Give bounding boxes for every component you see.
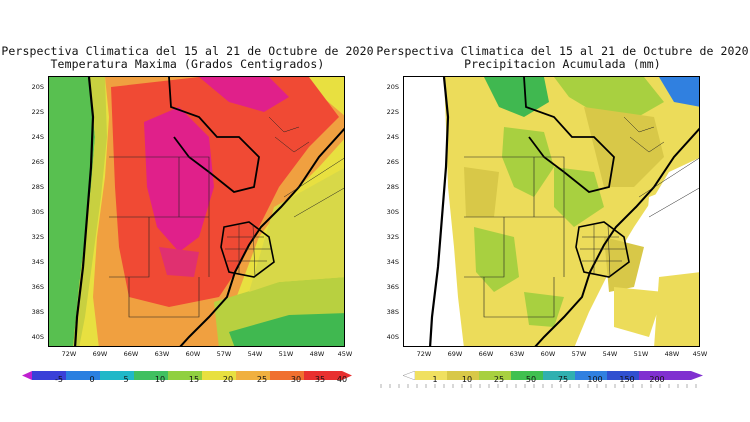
precipitation-map bbox=[403, 76, 700, 347]
lat-label: 34S bbox=[31, 258, 44, 266]
lat-label: 28S bbox=[386, 183, 399, 191]
temperature-panel: Perspectiva Climatica del 15 al 21 de Oc… bbox=[1, 44, 374, 384]
colorbar-segment bbox=[66, 371, 100, 380]
colorbar-segment bbox=[202, 371, 236, 380]
lat-label: 40S bbox=[386, 333, 399, 341]
colorbar-arrow-right bbox=[639, 371, 703, 380]
lon-label: 54W bbox=[602, 350, 618, 358]
colorbar-tick: 25 bbox=[493, 375, 505, 384]
colorbar-segment bbox=[479, 371, 511, 380]
colorbar-tick: 1 bbox=[432, 375, 438, 384]
lat-label: 20S bbox=[31, 83, 44, 91]
lat-label: 24S bbox=[31, 133, 44, 141]
precipitation-title-line1: Perspectiva Climatica del 15 al 21 de Oc… bbox=[376, 44, 749, 58]
lon-label: 63W bbox=[154, 350, 170, 358]
colorbar-tick: 5 bbox=[123, 375, 129, 384]
lat-label: 30S bbox=[31, 208, 44, 216]
lon-label: 72W bbox=[416, 350, 432, 358]
lat-label: 22S bbox=[31, 108, 44, 116]
colorbar-tick: -5 bbox=[55, 375, 63, 384]
lon-label: 48W bbox=[309, 350, 325, 358]
colorbar-tick: 15 bbox=[188, 375, 200, 384]
colorbar-segment bbox=[168, 371, 202, 380]
colorbar-tick: 35 bbox=[314, 375, 326, 384]
lat-label: 40S bbox=[31, 333, 44, 341]
temperature-colorbar bbox=[22, 371, 352, 380]
lat-label: 32S bbox=[31, 233, 44, 241]
precipitation-title-line2: Precipitacion Acumulada (mm) bbox=[464, 57, 661, 71]
lon-label: 51W bbox=[633, 350, 649, 358]
lon-label: 45W bbox=[692, 350, 708, 358]
temperature-map bbox=[48, 76, 345, 347]
lat-label: 26S bbox=[31, 158, 44, 166]
lat-label: 38S bbox=[386, 308, 399, 316]
lon-label: 66W bbox=[123, 350, 139, 358]
colorbar-tick: 75 bbox=[557, 375, 569, 384]
temperature-title-line1: Perspectiva Climatica del 15 al 21 de Oc… bbox=[1, 44, 374, 58]
lon-label: 54W bbox=[247, 350, 263, 358]
lat-label: 36S bbox=[31, 283, 44, 291]
colorbar-segment bbox=[511, 371, 543, 380]
lon-label: 72W bbox=[61, 350, 77, 358]
colorbar-tick: 20 bbox=[222, 375, 234, 384]
colorbar-segment bbox=[415, 371, 447, 380]
colorbar-tick: 0 bbox=[89, 375, 95, 384]
colorbar-segment bbox=[447, 371, 479, 380]
lon-label: 45W bbox=[337, 350, 353, 358]
colorbar-tick: 10 bbox=[461, 375, 473, 384]
lon-label: 57W bbox=[216, 350, 232, 358]
lon-label: 60W bbox=[540, 350, 556, 358]
lon-label: 51W bbox=[278, 350, 294, 358]
temperature-title-line2: Temperatura Maxima (Grados Centigrados) bbox=[50, 57, 325, 71]
colorbar-tick: 100 bbox=[587, 375, 603, 384]
colorbar-segment bbox=[236, 371, 270, 380]
lat-label: 24S bbox=[386, 133, 399, 141]
lon-label: 63W bbox=[509, 350, 525, 358]
lat-label: 32S bbox=[386, 233, 399, 241]
colorbar-tick: 40 bbox=[336, 375, 348, 384]
colorbar-segment bbox=[100, 371, 134, 380]
lat-label: 30S bbox=[386, 208, 399, 216]
colorbar-segment bbox=[575, 371, 607, 380]
colorbar-tick: 30 bbox=[290, 375, 302, 384]
colorbar-segment bbox=[134, 371, 168, 380]
lat-label: 26S bbox=[386, 158, 399, 166]
lon-label: 69W bbox=[447, 350, 463, 358]
faint-artifact-row bbox=[380, 384, 700, 388]
lon-label: 57W bbox=[571, 350, 587, 358]
colorbar-arrow-right bbox=[304, 371, 352, 380]
lat-label: 34S bbox=[386, 258, 399, 266]
lon-label: 48W bbox=[664, 350, 680, 358]
temperature-map-graphic bbox=[49, 77, 344, 346]
lon-label: 66W bbox=[478, 350, 494, 358]
colorbar-segment bbox=[607, 371, 639, 380]
lat-label: 36S bbox=[386, 283, 399, 291]
colorbar-segment bbox=[543, 371, 575, 380]
lat-label: 28S bbox=[31, 183, 44, 191]
precipitation-colorbar bbox=[403, 371, 703, 380]
colorbar-tick: 25 bbox=[256, 375, 268, 384]
colorbar-tick: 50 bbox=[525, 375, 537, 384]
lon-label: 60W bbox=[185, 350, 201, 358]
lat-label: 20S bbox=[386, 83, 399, 91]
colorbar-tick: 200 bbox=[649, 375, 665, 384]
colorbar-tick: 10 bbox=[154, 375, 166, 384]
precipitation-map-graphic bbox=[404, 77, 699, 346]
colorbar-arrow-left bbox=[22, 371, 32, 380]
lat-label: 22S bbox=[386, 108, 399, 116]
lat-label: 38S bbox=[31, 308, 44, 316]
colorbar-segment bbox=[270, 371, 304, 380]
colorbar-arrow-left bbox=[403, 371, 416, 380]
colorbar-segment bbox=[32, 371, 66, 380]
precipitation-panel: Perspectiva Climatica del 15 al 21 de Oc… bbox=[375, 0, 750, 422]
lon-label: 69W bbox=[92, 350, 108, 358]
colorbar-tick: 150 bbox=[619, 375, 635, 384]
